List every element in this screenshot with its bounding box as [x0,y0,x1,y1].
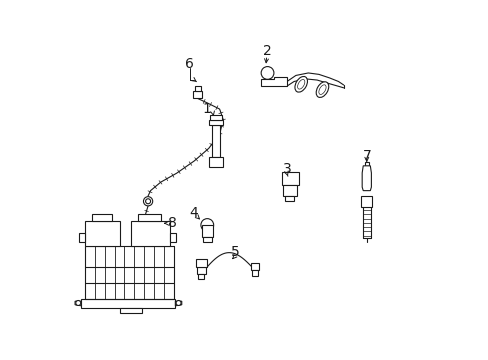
Ellipse shape [294,76,307,92]
Bar [198,274,203,279]
Bar [120,307,142,313]
Bar [131,221,170,246]
Bar [203,237,211,242]
Bar [197,267,205,274]
Bar [85,221,120,246]
Ellipse shape [316,82,328,98]
Polygon shape [362,166,370,191]
Bar [195,86,200,91]
Bar [212,125,220,157]
Bar [252,270,258,276]
Text: 6: 6 [185,57,194,71]
Bar [283,185,296,196]
Bar [210,116,222,120]
Circle shape [145,199,150,204]
Bar [196,259,206,267]
Polygon shape [75,301,81,306]
Text: 8: 8 [168,216,177,230]
Ellipse shape [297,80,304,89]
Circle shape [201,219,213,231]
Polygon shape [81,299,175,307]
Polygon shape [175,301,182,306]
Circle shape [176,301,181,306]
Bar [202,225,212,237]
Bar [92,215,111,221]
Bar [170,233,176,242]
Circle shape [143,197,152,206]
Polygon shape [261,77,286,86]
Circle shape [76,301,81,306]
Text: 5: 5 [231,244,240,258]
Bar [250,263,259,270]
Bar [360,196,372,207]
Text: 1: 1 [203,102,211,116]
Bar [209,157,223,167]
Bar [193,91,202,99]
Text: 7: 7 [362,149,370,163]
Bar [79,233,85,242]
Bar [285,196,293,201]
Bar [209,120,223,125]
Text: 4: 4 [189,206,198,220]
Circle shape [261,67,273,79]
Ellipse shape [318,85,325,94]
Text: 3: 3 [282,162,291,176]
Bar [364,162,368,166]
Bar [281,172,298,185]
Bar [138,215,161,221]
Text: 2: 2 [263,44,271,58]
